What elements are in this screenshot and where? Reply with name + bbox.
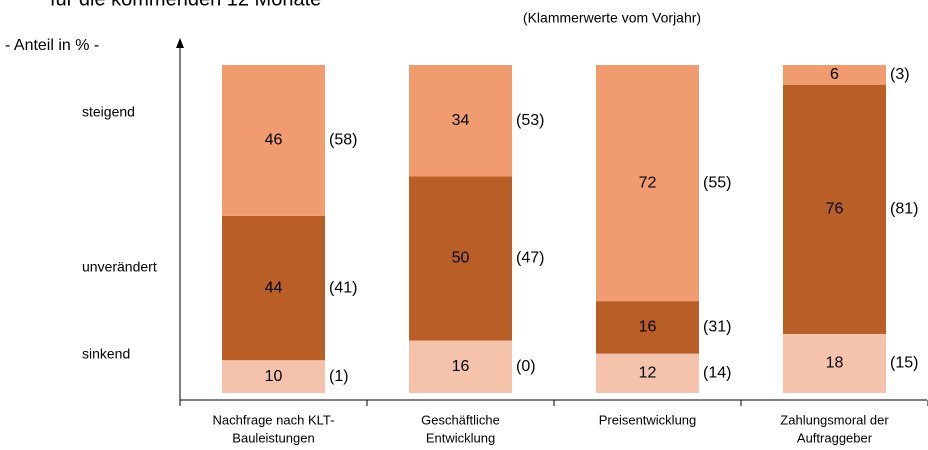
data-label: 50	[452, 250, 470, 267]
data-label: 6	[830, 66, 839, 83]
y-axis-arrow	[176, 38, 184, 48]
data-label: 10	[265, 368, 283, 385]
x-tick-label: Zahlungsmoral der	[780, 412, 889, 427]
chart-title: für die kommenden 12 Monate	[50, 0, 321, 10]
series-label: steigend	[82, 104, 135, 120]
data-label: 34	[452, 112, 470, 129]
prior-label: (81)	[890, 201, 918, 218]
prior-label: (53)	[516, 112, 544, 129]
prior-label: (55)	[703, 174, 731, 191]
x-tick-label: Auftraggeber	[797, 430, 873, 445]
prior-label: (1)	[329, 368, 349, 385]
bar-segment	[596, 301, 699, 354]
series-label: unverändert	[82, 259, 157, 275]
prior-label: (15)	[890, 355, 918, 372]
data-label: 46	[265, 132, 283, 149]
series-label: sinkend	[82, 346, 130, 362]
bar-segment	[409, 65, 512, 177]
bar-segment	[596, 65, 699, 302]
bar-segment	[222, 215, 325, 361]
bar-segment	[409, 176, 512, 341]
y-axis-label: - Anteil in % -	[5, 37, 99, 54]
data-label: 16	[639, 319, 657, 336]
prior-label: (58)	[329, 132, 357, 149]
x-tick-label: Preisentwicklung	[599, 412, 697, 427]
x-tick-label: Geschäftliche	[421, 412, 500, 427]
prior-label: (41)	[329, 279, 357, 296]
prior-label: (47)	[516, 250, 544, 267]
bar-segment	[222, 65, 325, 216]
bar-segment	[783, 65, 886, 85]
data-label: 72	[639, 174, 657, 191]
data-label: 18	[826, 355, 844, 372]
bar-segment	[783, 333, 886, 393]
data-label: 12	[639, 365, 657, 382]
bar-segment	[409, 340, 512, 393]
bar-segment	[222, 360, 325, 393]
prior-label: (3)	[890, 66, 910, 83]
x-tick-label: Entwicklung	[426, 430, 495, 445]
data-label: 16	[452, 358, 470, 375]
bar-segment	[596, 353, 699, 393]
x-tick-label: Nachfrage nach KLT-	[213, 412, 335, 427]
bar-segment	[783, 84, 886, 334]
prior-label: (31)	[703, 319, 731, 336]
chart-subtitle: (Klammerwerte vom Vorjahr)	[523, 10, 701, 26]
prior-label: (0)	[516, 358, 536, 375]
prior-label: (14)	[703, 365, 731, 382]
data-label: 76	[826, 201, 844, 218]
data-label: 44	[265, 279, 283, 296]
x-tick-label: Bauleistungen	[232, 430, 314, 445]
